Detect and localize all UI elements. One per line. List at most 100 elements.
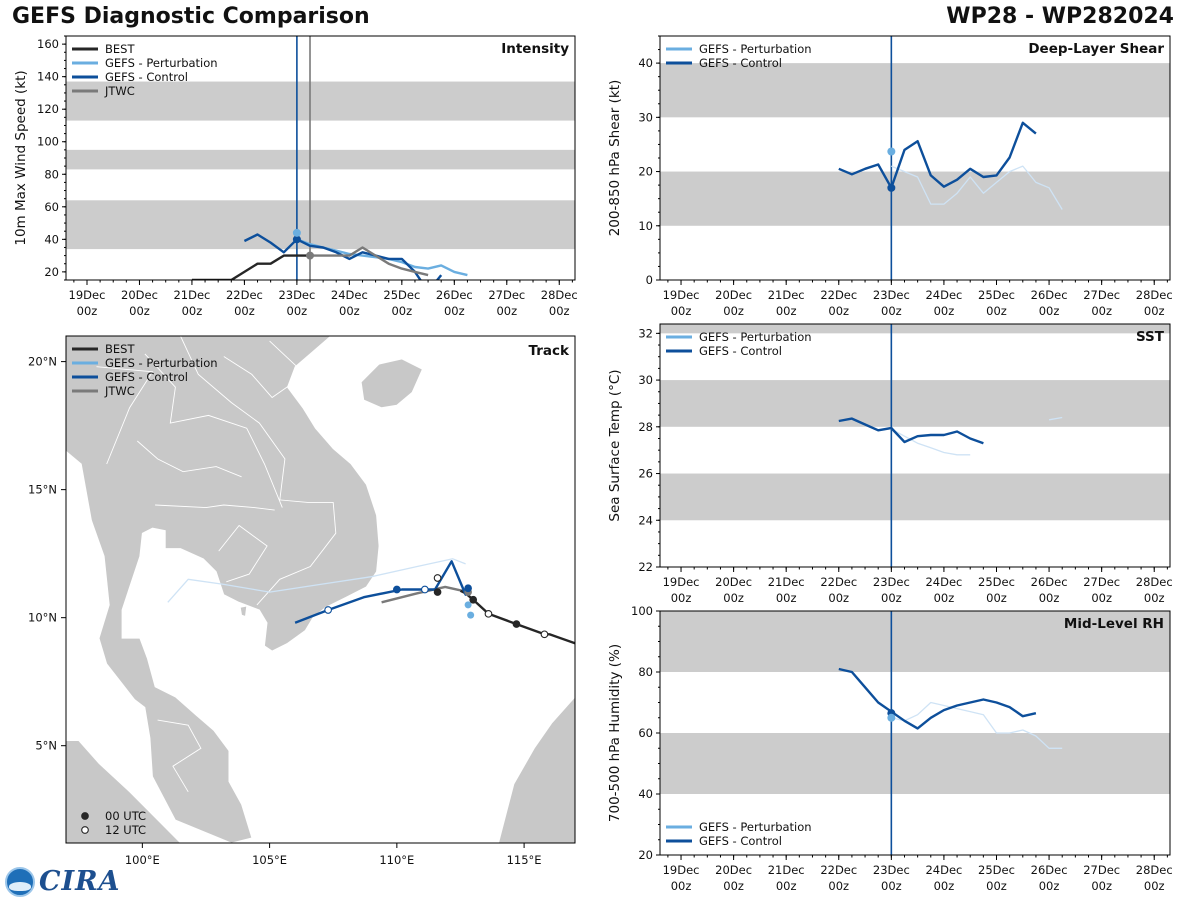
legend-entry: JTWC [104,84,135,98]
x-tick-hour-label: 00z [881,304,902,318]
series-line-best [191,254,310,280]
y-tick-label: 22 [638,560,653,574]
series-line-perturbation_faint [891,701,1063,749]
plot-area [660,36,1170,280]
admin-border [218,524,268,583]
legend-entry: GEFS - Perturbation [699,42,812,56]
best-point [469,595,478,604]
x-tick-hour-label: 00z [671,879,692,893]
panel-label: Deep-Layer Shear [1028,41,1164,57]
y-tick-label: 30 [638,110,653,124]
panel-rh: 20 40 60 80 100 19Dec 00z 20Dec 00z 21Dec 00z 22Dec… [607,604,1173,893]
control-point [464,584,472,593]
threshold-band [660,733,1170,794]
series-line-perturbation_faint [891,165,1063,210]
marker-jtwc [306,251,315,260]
y-tick-label: 32 [638,326,653,340]
cira-logo: CIRA [5,866,121,897]
best-point [433,588,442,596]
x-tick-day-label: 28Dec [1136,863,1173,877]
threshold-band [660,171,1170,226]
x-tick-day-label: 19Dec [663,575,700,589]
x-tick-day-label: 27Dec [1083,288,1120,302]
y-tick-label: 160 [37,37,59,51]
figure-title: GEFS Diagnostic Comparison [12,4,370,29]
x-tick-day-label: 21Dec [768,288,805,302]
threshold-band [660,63,1170,118]
x-tick-hour-label: 00z [1144,879,1165,893]
x-tick-hour-label: 00z [881,879,902,893]
x-tick-hour-label: 00z [986,304,1007,318]
x-tick-hour-label: 00z [776,304,797,318]
admin-border [137,440,242,478]
control-point [324,606,332,614]
x-tick-day-label: 23Dec [873,575,910,589]
x-tick-day-label: 19Dec [663,288,700,302]
lon-tick-label: 105°E [252,853,287,867]
x-tick-hour-label: 00z [1039,304,1060,318]
admin-border [157,719,202,793]
x-tick-day-label: 26Dec [1031,575,1068,589]
x-tick-hour-label: 00z [828,591,849,605]
time-legend-marker [81,826,89,834]
x-tick-hour-label: 00z [496,304,517,318]
x-tick-day-label: 25Dec [978,575,1015,589]
lat-tick-label: 20°N [28,355,57,369]
x-tick-hour-label: 00z [723,879,744,893]
panel-sst: 22 24 26 28 30 32 19Dec 00z 20Dec 00z 21Dec 00z 22De… [607,323,1173,605]
x-tick-day-label: 21Dec [768,575,805,589]
series-line-control [838,121,1037,190]
y-tick-label: 100 [631,604,653,618]
admin-border [96,366,154,465]
y-tick-label: 120 [37,102,59,116]
y-axis-label: 10m Max Wind Speed (kt) [13,70,29,245]
x-tick-day-label: 24Dec [331,288,368,302]
x-tick-hour-label: 00z [776,879,797,893]
x-tick-hour-label: 00z [828,304,849,318]
noaa-globe-icon [5,866,35,897]
x-tick-hour-label: 00z [934,879,955,893]
series-line-jtwc [310,246,429,277]
plot-area [66,36,575,280]
x-tick-day-label: 22Dec [820,288,857,302]
threshold-band [660,611,1170,672]
admin-border [155,504,275,511]
x-tick-hour-label: 00z [1039,879,1060,893]
x-tick-hour-label: 00z [391,304,412,318]
x-tick-hour-label: 00z [549,304,570,318]
lon-tick-label: 115°E [507,853,542,867]
marker-perturbation [292,228,301,237]
legend-entry: GEFS - Control [699,344,782,358]
y-tick-label: 0 [646,273,653,287]
x-tick-day-label: 22Dec [226,288,263,302]
x-tick-hour-label: 00z [129,304,150,318]
perturbation-point [464,601,472,609]
marker-perturbation [887,147,896,156]
marker-perturbation [887,713,896,722]
panel-label: Track [529,343,570,359]
legend-entry: GEFS - Control [699,56,782,70]
time-legend-marker [81,812,89,820]
x-tick-hour-label: 00z [1091,304,1112,318]
x-tick-hour-label: 00z [776,591,797,605]
series-line-control [838,667,1037,730]
x-tick-hour-label: 00z [444,304,465,318]
y-tick-label: 60 [44,200,59,214]
x-tick-day-label: 20Dec [715,288,752,302]
x-tick-hour-label: 00z [934,304,955,318]
x-tick-hour-label: 00z [1091,591,1112,605]
x-tick-hour-label: 00z [828,879,849,893]
x-tick-hour-label: 00z [1144,591,1165,605]
x-tick-hour-label: 00z [881,591,902,605]
legend-entry: GEFS - Control [105,370,188,384]
y-tick-label: 30 [638,373,653,387]
panel-intensity: 20 40 60 80 100 120 140 160 19Dec 00z 20Dec 00z 21De… [13,35,578,318]
x-tick-day-label: 27Dec [1083,863,1120,877]
x-tick-hour-label: 00z [1091,879,1112,893]
y-tick-label: 40 [638,787,653,801]
y-axis-label: Sea Surface Temp (°C) [607,369,623,521]
x-tick-day-label: 23Dec [278,288,315,302]
